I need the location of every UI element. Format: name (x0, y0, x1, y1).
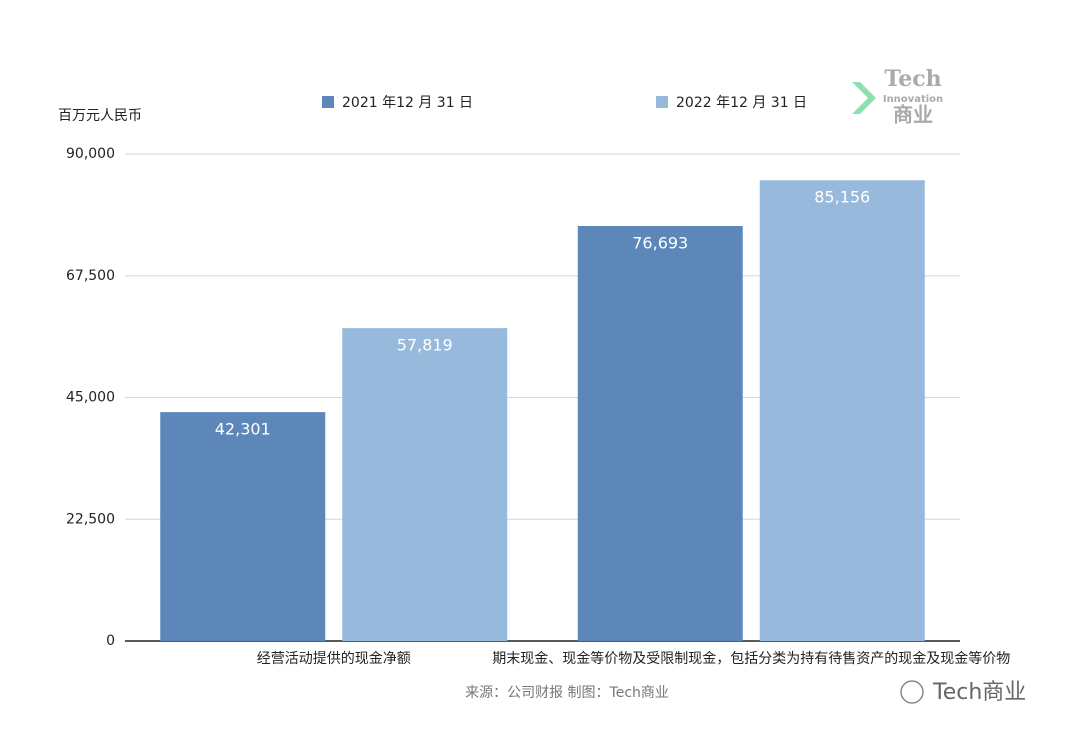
y-axis-label: 百万元人民币 (58, 108, 142, 124)
source: 来源：公司财报 制图：Tech商业 (465, 685, 669, 701)
watermark-text: Tech商业 (932, 680, 1026, 705)
logo-subtitle: Innovation (883, 94, 943, 105)
legend-label: 2021 年12 月 31 日 (342, 95, 473, 111)
y-tick-label: 0 (106, 633, 115, 649)
logo-icon (852, 82, 876, 114)
watermark-icon (900, 680, 924, 704)
watermark: Tech商业 (900, 680, 1026, 705)
y-tick-label: 90,000 (66, 146, 115, 162)
bar (577, 226, 743, 641)
bar (160, 412, 326, 641)
bar (342, 328, 508, 641)
value-label: 42,301 (215, 420, 271, 439)
logo-name: 商业 (893, 103, 933, 127)
logo: Tech Innovation 商业 (852, 66, 943, 127)
y-tick-label: 67,500 (66, 268, 115, 284)
y-tick-label: 22,500 (66, 511, 115, 527)
x-tick-label: 经营活动提供的现金净额 (257, 651, 411, 667)
legend-swatch (656, 96, 668, 108)
legend-label: 2022 年12 月 31 日 (676, 95, 807, 111)
x-tick-label: 期末现金、现金等价物及受限制现金，包括分类为持有待售资产的现金及现金等价物 (492, 650, 1010, 667)
y-tick-label: 45,000 (66, 390, 115, 406)
value-label: 85,156 (814, 188, 870, 207)
value-label: 57,819 (397, 336, 453, 355)
bar (759, 180, 925, 641)
legend-swatch (322, 96, 334, 108)
logo-title: Tech (884, 66, 941, 92)
value-label: 76,693 (632, 234, 688, 253)
